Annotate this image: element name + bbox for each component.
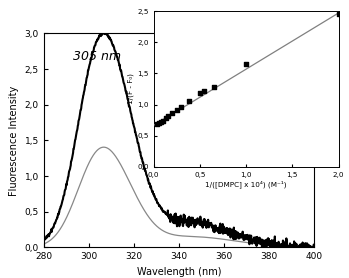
Point xyxy=(186,99,192,104)
Point xyxy=(174,108,179,112)
Point xyxy=(158,120,164,124)
Point xyxy=(197,91,202,96)
Point xyxy=(211,85,216,89)
Point xyxy=(160,118,166,123)
Y-axis label: 1/(F - F₀): 1/(F - F₀) xyxy=(128,73,134,105)
Point xyxy=(165,113,171,118)
Point xyxy=(336,12,341,16)
Point xyxy=(169,111,175,115)
Point xyxy=(156,121,162,125)
Y-axis label: Fluorescence Intensity: Fluorescence Intensity xyxy=(9,85,19,195)
Text: 305 nm: 305 nm xyxy=(73,51,121,63)
X-axis label: Wavelength (nm): Wavelength (nm) xyxy=(136,267,221,277)
Point xyxy=(163,116,168,120)
X-axis label: 1/([DMPC] x 10⁴) (M⁻¹): 1/([DMPC] x 10⁴) (M⁻¹) xyxy=(205,180,287,188)
Point xyxy=(243,62,249,66)
Point xyxy=(178,105,184,109)
Point xyxy=(202,89,207,93)
Point xyxy=(155,122,160,127)
